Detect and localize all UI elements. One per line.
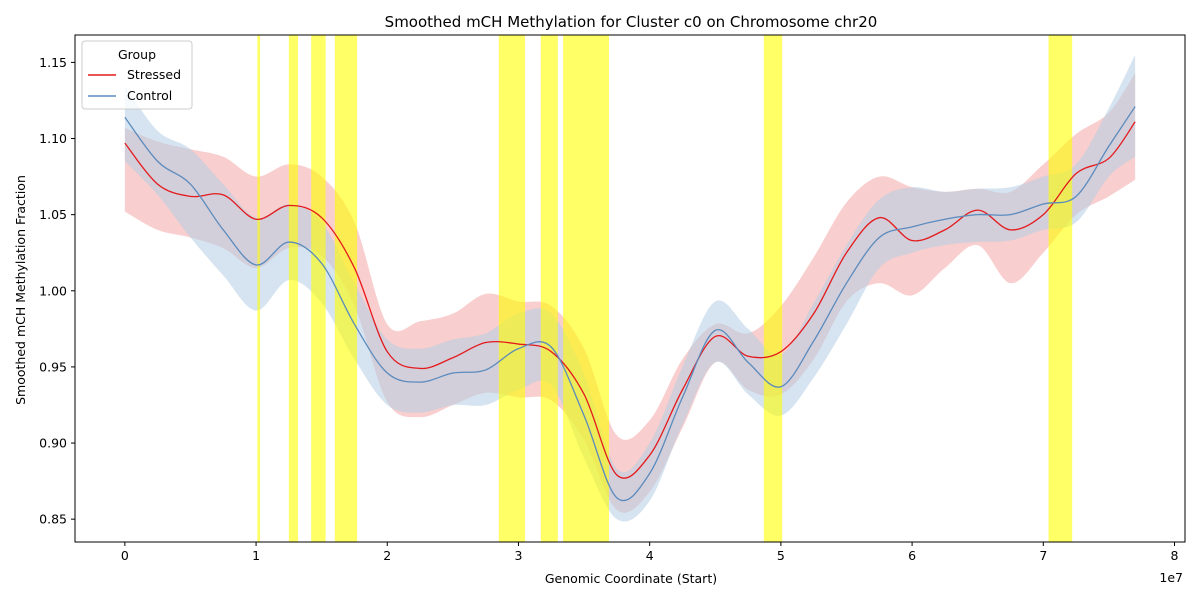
legend-label-stressed: Stressed [127,67,181,82]
plot-area: 0 1 2 3 4 5 6 7 8 0.85 0.90 0.95 1.00 1.05 1.10 1.15 [39,34,1186,563]
highlight-region [257,35,260,542]
plot-content [124,35,1136,542]
y-tick-label: 0.85 [39,512,67,527]
highlight-region [1048,35,1073,542]
x-tick-label: 6 [908,548,916,563]
x-tick-label: 0 [121,548,129,563]
highlight-region [563,35,610,542]
x-tick-label: 2 [383,548,391,563]
confidence-band-stressed [124,73,1136,513]
x-tick-label: 4 [646,548,654,563]
highlight-region [540,35,558,542]
highlight-region [288,35,299,542]
series-line-stressed [124,121,1136,479]
plot-frame [74,34,1186,543]
y-tick-label: 0.95 [39,359,67,374]
series-line-control [124,106,1136,502]
legend-box [81,40,193,110]
x-tick-label: 8 [1171,548,1179,563]
x-tick-label: 1 [252,548,260,563]
highlight-region [311,35,326,542]
highlight-region [334,35,358,542]
x-tick-label: 7 [1039,548,1047,563]
y-tick-label: 1.00 [39,283,67,298]
x-axis-label: Genomic Coordinate (Start) [545,571,717,586]
highlight-region [763,35,783,542]
x-tick-label: 3 [514,548,522,563]
y-axis-label: Smoothed mCH Methylation Fraction [13,175,28,405]
y-tick-label: 1.10 [39,131,67,146]
confidence-band-control [124,54,1136,522]
y-tick-label: 0.90 [39,436,67,451]
y-tick-label: 1.05 [39,207,67,222]
y-tick-label: 1.15 [39,55,67,70]
chart-title: Smoothed mCH Methylation for Cluster c0 … [385,13,878,31]
legend-label-control: Control [127,88,172,103]
x-tick-label: 5 [777,548,785,563]
legend-title: Group [118,47,156,62]
legend: Group Stressed Control [81,40,193,110]
x-offset-label: 1e7 [1159,570,1183,585]
highlight-region [498,35,526,542]
